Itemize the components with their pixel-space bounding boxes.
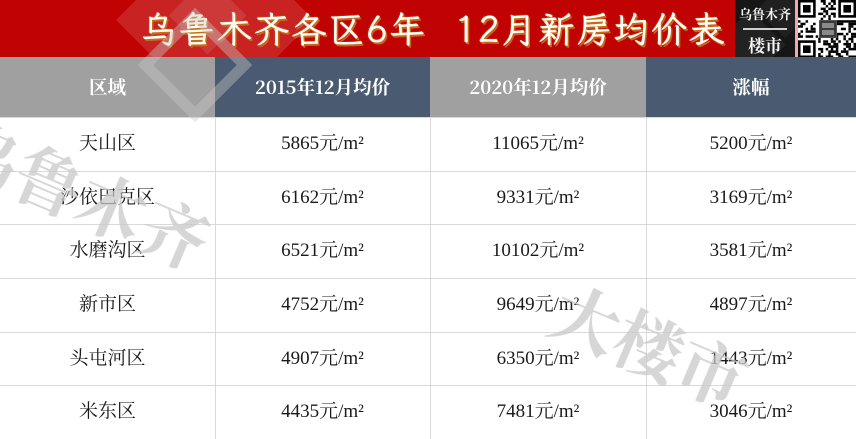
svg-text:乌鲁木齐: 乌鲁木齐	[0, 94, 225, 290]
svg-text:大楼市: 大楼市	[537, 259, 763, 428]
